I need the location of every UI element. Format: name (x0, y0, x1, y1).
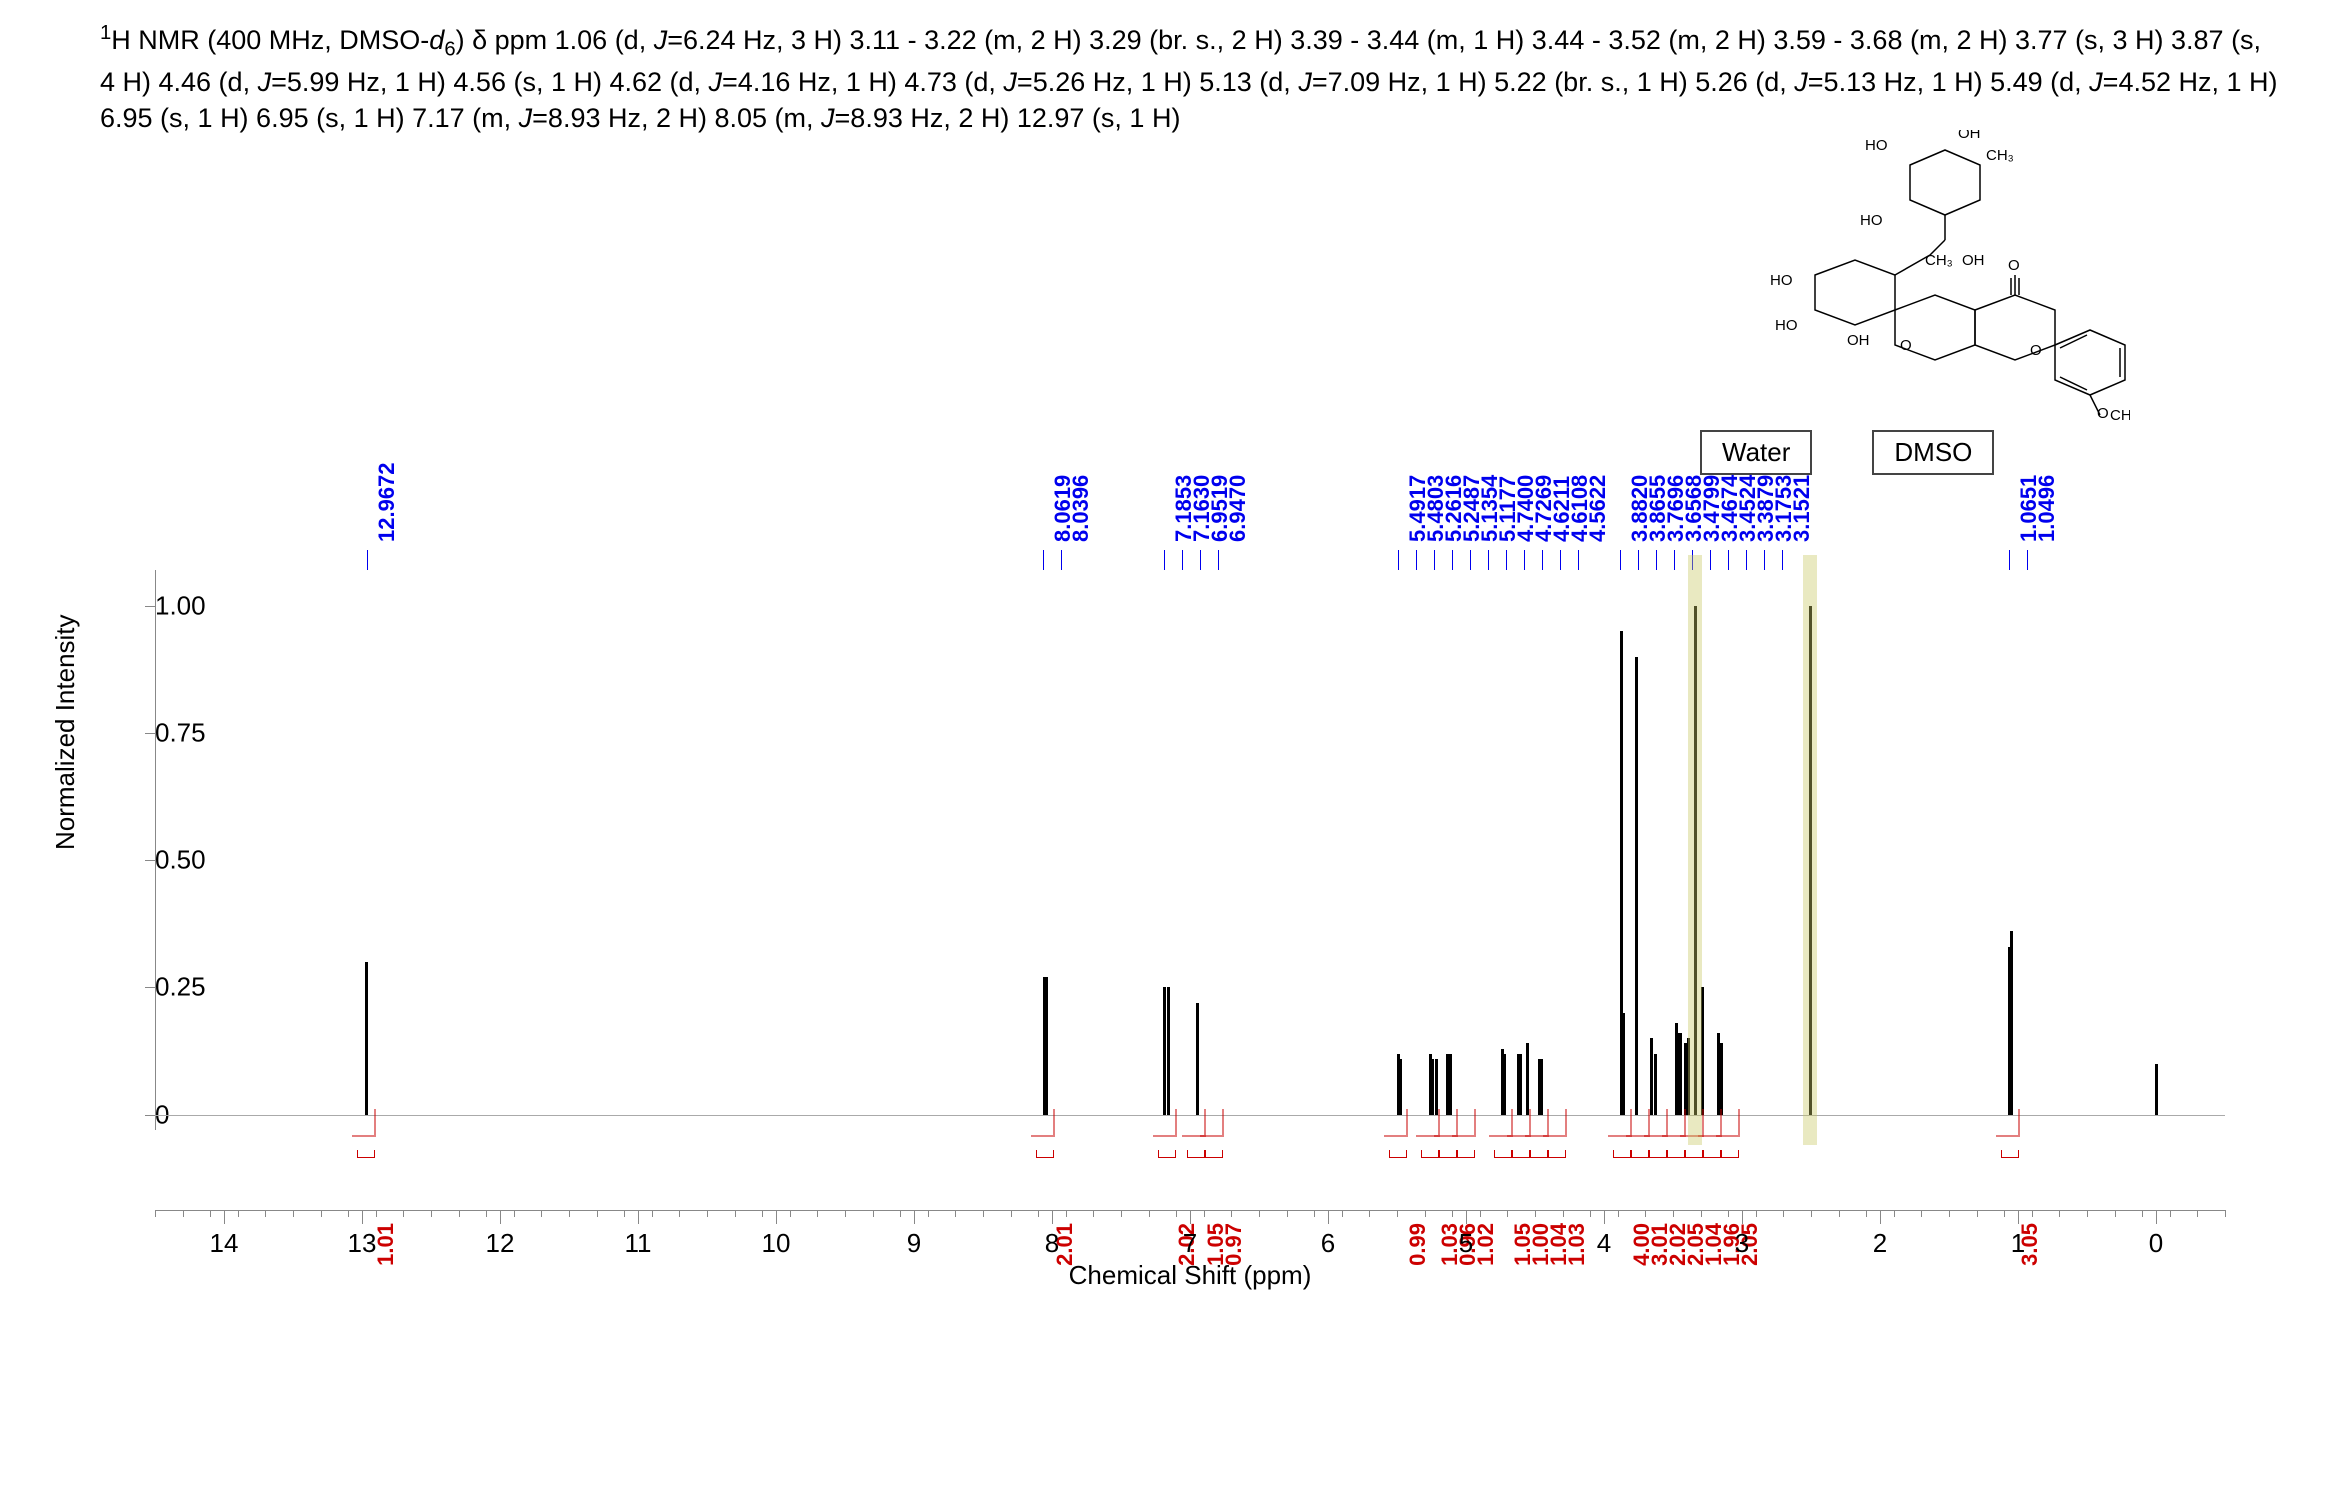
dmso-label: DMSO (1872, 430, 1994, 475)
spectrum-peak (1650, 1038, 1653, 1114)
x-tick-label: 5 (1459, 1228, 1473, 1259)
svg-text:HO: HO (1770, 272, 1793, 289)
svg-text:OH: OH (1958, 130, 1981, 142)
nmr-description: 1H NMR (400 MHz, DMSO-d6) δ ppm 1.06 (d,… (100, 20, 2280, 137)
svg-text:HO: HO (1775, 317, 1798, 334)
spectrum-peak (1503, 1054, 1506, 1115)
peak-ppm-label: 8.0396 (1068, 475, 1094, 542)
x-tick-label: 0 (2149, 1228, 2163, 1259)
svg-text:OH: OH (1962, 252, 1985, 269)
x-tick-label: 13 (348, 1228, 377, 1259)
spectrum-peak (1449, 1054, 1452, 1115)
x-tick-label: 11 (625, 1228, 652, 1259)
x-tick-label: 3 (1735, 1228, 1749, 1259)
spectrum-peak (1431, 1059, 1434, 1115)
spectrum-peak (1654, 1054, 1657, 1115)
x-tick-label: 12 (486, 1228, 515, 1259)
spectrum-peak (2155, 1064, 2158, 1115)
svg-text:OH: OH (1847, 332, 1870, 349)
x-tick-label: 4 (1597, 1228, 1611, 1259)
spectrum-peak (1679, 1033, 1682, 1114)
spectrum-peak (365, 962, 368, 1115)
svg-text:CH₃: CH₃ (1986, 147, 2014, 164)
peak-ppm-label: 12.9672 (374, 462, 400, 542)
svg-text:CH₃: CH₃ (1925, 252, 1953, 269)
molecule-structure: HO CH₃ OH HO HO HO OH CH₃ OH O O O O CH₃ (1600, 130, 2130, 420)
spectrum-peak (1540, 1059, 1543, 1115)
water-label: Water (1700, 430, 1812, 475)
svg-text:HO: HO (1865, 137, 1888, 154)
x-tick-label: 6 (1321, 1228, 1335, 1259)
spectrum-peak (1167, 987, 1170, 1114)
solvent-band (1688, 555, 1702, 1145)
integral-value: 1.01 (373, 1223, 399, 1266)
spectrum-peak (1196, 1003, 1199, 1115)
spectrum-peak (1635, 657, 1638, 1115)
x-axis: Chemical Shift (ppm) 0123456789101112131… (155, 1210, 2225, 1211)
svg-text:O: O (1900, 337, 1912, 354)
svg-text:O: O (2008, 257, 2020, 274)
integral-value: 1.03 (1564, 1223, 1590, 1266)
description-body: 1.06 (d, J=6.24 Hz, 3 H) 3.11 - 3.22 (m,… (100, 25, 2278, 133)
svg-text:HO: HO (1860, 212, 1883, 229)
spectrum-peak (1526, 1043, 1529, 1114)
integral-value: 1.02 (1473, 1223, 1499, 1266)
spectrum-peak (1399, 1059, 1402, 1115)
spectrum-peak (1519, 1054, 1522, 1115)
svg-text:O: O (2097, 405, 2109, 420)
integral-value: 0.99 (1405, 1223, 1431, 1266)
x-tick-label: 14 (210, 1228, 239, 1259)
x-tick-label: 1 (2011, 1228, 2025, 1259)
peak-ppm-label: 3.1521 (1789, 475, 1815, 542)
svg-text:O: O (2030, 342, 2042, 359)
x-tick-label: 9 (907, 1228, 921, 1259)
spectrum-peak (1045, 977, 1048, 1114)
spectrum-peak (1435, 1059, 1438, 1115)
spectrum-peak (1720, 1043, 1723, 1114)
solvent-annotations: Water DMSO (1700, 430, 1994, 475)
spectrum-peak (1622, 1013, 1625, 1115)
x-tick-label: 8 (1045, 1228, 1059, 1259)
spectrum-peak (2010, 931, 2013, 1114)
x-tick-label: 10 (762, 1228, 791, 1259)
svg-text:CH₃: CH₃ (2110, 407, 2130, 420)
x-axis-title: Chemical Shift (ppm) (1069, 1260, 1312, 1291)
peak-ppm-label: 4.5622 (1585, 475, 1611, 542)
x-tick-label: 2 (1873, 1228, 1887, 1259)
nmr-spectrum-plot: 12.96728.06198.03967.18537.16306.95196.9… (155, 570, 2225, 1130)
peak-ppm-label: 1.0496 (2034, 475, 2060, 542)
x-tick-label: 7 (1183, 1228, 1197, 1259)
peak-ppm-label: 6.9470 (1225, 475, 1251, 542)
y-axis-title: Normalized Intensity (50, 614, 81, 850)
solvent-band (1803, 555, 1817, 1145)
